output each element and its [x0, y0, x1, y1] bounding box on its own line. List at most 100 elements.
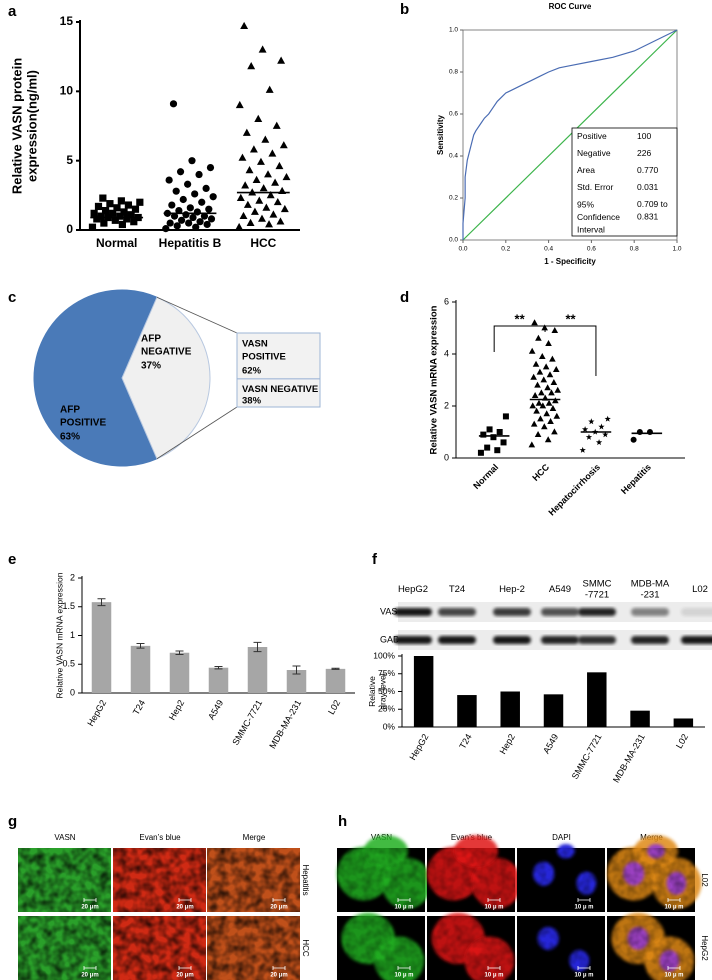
lane-label: HepG2 — [398, 584, 428, 595]
point — [175, 206, 183, 215]
x-tick-label: HepG2 — [408, 732, 431, 762]
point — [179, 195, 187, 204]
blot-band — [631, 636, 669, 644]
point — [243, 200, 252, 208]
point — [550, 379, 558, 385]
scale-bar-label: 10 μ m — [574, 905, 593, 911]
point — [254, 114, 263, 122]
x-tick-label: 0.8 — [630, 246, 639, 253]
point — [490, 434, 497, 441]
scale-bar-label: 10 μ m — [394, 905, 413, 911]
bar — [247, 647, 268, 693]
point — [265, 220, 274, 228]
point — [200, 212, 209, 220]
point — [494, 447, 501, 454]
point — [538, 389, 545, 396]
point — [202, 184, 210, 192]
slice-value: 63% — [60, 432, 80, 443]
lane-label: L02 — [692, 584, 708, 595]
scale-bar-label: 20 μm — [81, 905, 98, 911]
bar — [587, 672, 607, 727]
scale-bar-label: 10 μ m — [664, 973, 683, 979]
point — [546, 371, 554, 378]
panel-letter: a — [8, 3, 17, 20]
point — [271, 178, 280, 186]
lane-label: SMMC -7721 — [582, 578, 611, 600]
panel-letter: b — [400, 1, 409, 18]
texture — [113, 848, 206, 912]
pie-slice — [121, 296, 211, 460]
x-tick-label: Hepatitis — [619, 462, 653, 496]
y-tick-label: 0.8 — [449, 69, 458, 76]
row-label: Hepatitis — [301, 864, 310, 895]
point — [195, 170, 203, 179]
text-line: 0.031 — [637, 182, 659, 192]
point — [245, 166, 254, 174]
texture — [18, 916, 111, 980]
point — [188, 157, 196, 165]
text-line: Negative — [577, 148, 611, 158]
texture — [607, 848, 695, 912]
point — [273, 197, 282, 206]
point — [258, 214, 266, 222]
x-tick-label: L02 — [326, 698, 342, 716]
text-line: Std. Error — [577, 182, 614, 192]
point — [537, 415, 544, 422]
scale-bar — [397, 966, 411, 970]
texture — [207, 848, 300, 912]
stats-box — [571, 127, 678, 237]
blot-band — [631, 608, 669, 616]
breakdown-segment — [236, 378, 321, 408]
x-tick-label: Hepatocirrhosis — [547, 462, 603, 518]
error-bar — [175, 650, 184, 655]
blot-band — [438, 608, 476, 616]
x-tick-label: Hep2 — [167, 698, 186, 722]
text-line: 0.709 to — [637, 199, 668, 209]
text-line: NEGATIVE — [141, 346, 192, 357]
error-bar — [136, 643, 145, 649]
point — [172, 187, 180, 195]
point — [484, 444, 491, 451]
scale-bar — [667, 966, 681, 970]
point — [239, 211, 248, 220]
panel-letter: g — [8, 813, 17, 830]
text-line: Relative VASN protein — [10, 58, 25, 194]
x-tick-label: L02 — [674, 732, 690, 750]
point — [268, 149, 277, 157]
point — [250, 207, 259, 215]
scale-bar-label: 10 μ m — [394, 973, 413, 979]
scale-bar — [667, 898, 681, 902]
text-line: 0.770 — [637, 165, 659, 175]
x-tick-label: HCC — [250, 236, 276, 250]
point — [535, 334, 542, 341]
y-tick-label: 50% — [378, 686, 395, 696]
point — [630, 436, 637, 443]
point — [552, 366, 560, 372]
point — [534, 431, 542, 437]
y-axis-label: Relativegray level — [367, 673, 388, 709]
x-axis-label: 1 - Specificity — [544, 257, 596, 266]
point — [502, 413, 509, 420]
x-tick-label: HepG2 — [85, 698, 108, 728]
point — [192, 223, 200, 231]
point — [539, 402, 547, 409]
text-line: POSITIVE — [60, 417, 106, 428]
point — [547, 418, 554, 424]
text-line: AFP — [60, 404, 80, 415]
scale-bar — [487, 898, 501, 902]
texture — [337, 848, 425, 912]
point — [246, 218, 255, 226]
y-tick-label: 2 — [444, 400, 449, 410]
point — [581, 426, 589, 433]
point — [170, 212, 179, 220]
scale-bar — [272, 898, 286, 902]
point — [255, 196, 264, 204]
x-tick-label: SMMC-7721 — [230, 698, 264, 747]
lane-label: T24 — [449, 584, 465, 595]
breakdown-label: VASN POSITIVE — [242, 338, 286, 362]
y-axis-label: Relative VASN proteinexpression(ng/ml) — [10, 58, 40, 194]
text-line: VASN NEGATIVE — [242, 384, 318, 395]
point — [549, 405, 557, 411]
slice-label: AFP POSITIVE — [60, 404, 106, 428]
point — [242, 128, 251, 136]
